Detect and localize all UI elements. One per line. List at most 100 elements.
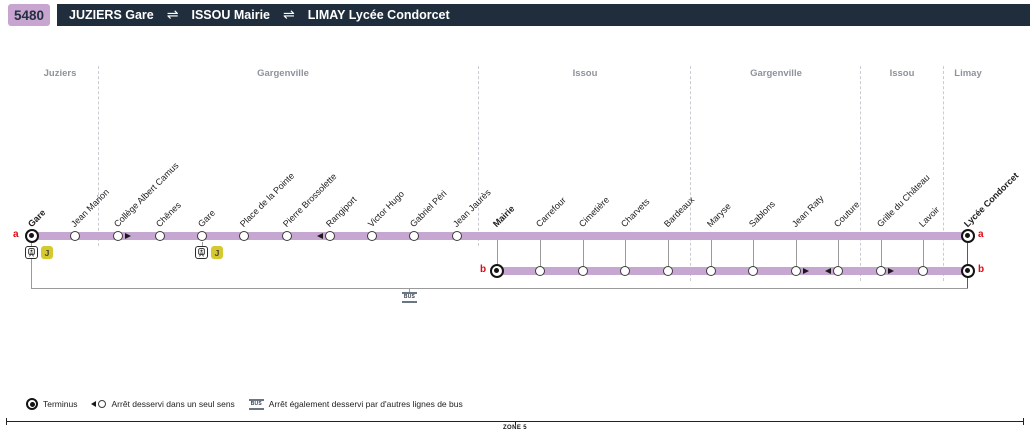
stop-label: Sablons (746, 198, 778, 229)
one-way-right-arrow-icon (888, 267, 894, 274)
line-number-badge: 5480 (8, 4, 50, 26)
stop-circle (578, 266, 588, 276)
stop-label: Couture (831, 199, 862, 229)
stop-circle (282, 231, 292, 241)
one-way-right-arrow-icon (125, 232, 131, 239)
stop-circle (367, 231, 377, 241)
stop-label: Gare (195, 207, 218, 229)
stop-circle (918, 266, 928, 276)
branch-letter-a: a (978, 229, 984, 240)
one-way-left-arrow-icon (825, 267, 831, 274)
train-station-icon (25, 246, 38, 259)
transilien-j-badge: J (41, 246, 53, 259)
bus-marker-tick (409, 288, 410, 292)
stop-circle (452, 231, 462, 241)
bus-icon: BUS (402, 292, 417, 303)
commune-label: Gargenville (257, 68, 309, 79)
stop-leader-line (838, 240, 839, 267)
stop-label: Mairie (490, 203, 517, 229)
stop-leader-line (923, 240, 924, 267)
branch-letter-a: a (13, 229, 19, 240)
one-way-icon (91, 400, 107, 408)
stop-circle (409, 231, 419, 241)
stop-circle (155, 231, 165, 241)
terminus-stop (490, 264, 504, 278)
route-via: ISSOU Mairie (191, 8, 271, 22)
train-station-icon (195, 246, 208, 259)
stop-leader-line (753, 240, 754, 267)
commune-divider (98, 66, 99, 246)
zone-bracket-tick-center (515, 422, 516, 425)
stop-label: Carrefour (533, 195, 568, 229)
branch-letter-b: b (978, 264, 985, 275)
legend-label: Arrêt également desservi par d'autres li… (268, 399, 463, 409)
stop-leader-line (881, 240, 882, 267)
two-way-arrow-icon: ⇌ (283, 7, 295, 23)
route-origin: JUZIERS Gare (69, 8, 154, 22)
stop-label: Gare (25, 207, 48, 229)
legend: Terminus Arrêt desservi dans un seul sen… (26, 398, 463, 410)
zone-label: ZONE 5 (502, 425, 528, 431)
badge-connector (202, 242, 203, 247)
stop-circle (833, 266, 843, 276)
legend-label: Arrêt desservi dans un seul sens (111, 399, 235, 409)
bus-icon: BUS (248, 398, 264, 410)
stop-circle (876, 266, 886, 276)
terminus-stop (961, 264, 975, 278)
stop-circle (535, 266, 545, 276)
stop-label: Bardeaux (661, 194, 697, 229)
legend-item-one-way: Arrêt desservi dans un seul sens (91, 399, 235, 409)
stop-label: Jean Marion (68, 186, 112, 229)
zone-bracket-tick-right (1023, 418, 1024, 425)
legend-item-other-lines: BUS Arrêt également desservi par d'autre… (248, 398, 463, 410)
stop-circle (620, 266, 630, 276)
stop-leader-line (796, 240, 797, 267)
stop-circle (706, 266, 716, 276)
commune-divider (478, 66, 479, 246)
stop-label: Rangiport (323, 194, 359, 229)
stop-leader-line (668, 240, 669, 267)
stop-label: Lavoir (916, 204, 942, 229)
stop-circle (748, 266, 758, 276)
terminus-stop (25, 229, 39, 243)
terminus-stop (961, 229, 975, 243)
stop-label: Chênes (153, 199, 183, 229)
commune-divider (690, 66, 691, 281)
terminus-icon (26, 398, 38, 410)
bracket-horizontal (31, 288, 968, 289)
stop-circle (197, 231, 207, 241)
stop-leader-line (711, 240, 712, 267)
commune-label: Issou (889, 68, 915, 79)
zone-bracket-tick-left (6, 418, 7, 425)
stop-circle (239, 231, 249, 241)
route-line-a (29, 232, 971, 240)
branch-letter-b: b (480, 264, 487, 275)
legend-label: Terminus (43, 399, 78, 409)
stop-label: Gabriel Péri (407, 188, 449, 229)
stop-leader-line (583, 240, 584, 267)
route-line-b (494, 267, 971, 275)
stop-circle (325, 231, 335, 241)
stop-label: Lycée Condorcet (961, 170, 1021, 229)
stop-label: Cimetière (576, 194, 612, 229)
commune-label: Issou (572, 68, 598, 79)
route-destination: LIMAY Lycée Condorcet (307, 8, 450, 22)
transilien-j-badge: J (211, 246, 223, 259)
commune-divider (860, 66, 861, 281)
commune-label: Limay (954, 68, 982, 79)
bracket-vertical-left (31, 242, 32, 288)
stop-label: Jean Jaurès (450, 187, 493, 229)
commune-divider (943, 66, 944, 281)
one-way-left-arrow-icon (317, 232, 323, 239)
route-header: JUZIERS Gare ⇌ ISSOU Mairie ⇌ LIMAY Lycé… (57, 4, 1030, 26)
stop-label: Jean Raty (789, 193, 826, 229)
stop-circle (791, 266, 801, 276)
commune-label: Gargenville (750, 68, 802, 79)
zone-bracket-line (6, 421, 1024, 422)
stop-label: Victor Hugo (365, 188, 407, 229)
stop-label: Charvets (618, 196, 652, 229)
one-way-right-arrow-icon (803, 267, 809, 274)
stop-label: Maryse (704, 201, 733, 229)
